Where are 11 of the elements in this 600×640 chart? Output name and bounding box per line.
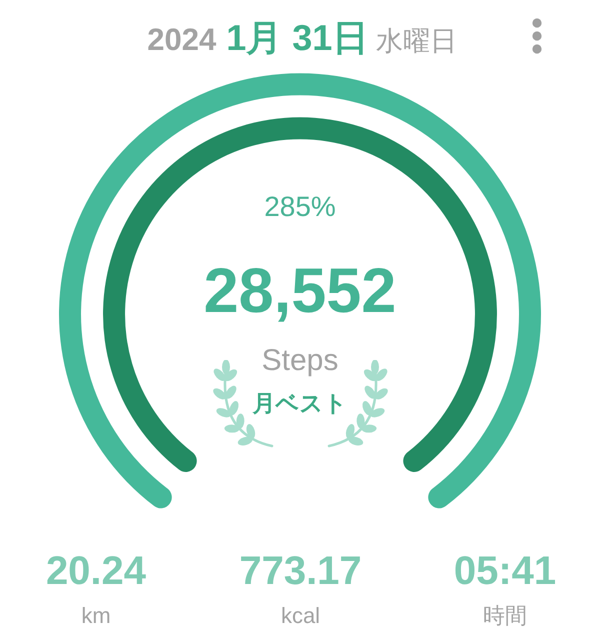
text: 285% — [263, 191, 337, 222]
text: 773.17 — [239, 549, 362, 593]
text: kcal — [280, 603, 320, 628]
text: km — [80, 603, 112, 628]
text: 28,552 — [202, 256, 398, 326]
text: 20.24 — [44, 549, 148, 593]
chart-title: 2024 1月 31日 水曜日 — [147, 17, 457, 58]
text: 05:41 — [452, 549, 558, 593]
text: Steps — [260, 344, 340, 377]
text: 月ベスト — [252, 390, 348, 416]
text: 時間 — [482, 603, 528, 628]
